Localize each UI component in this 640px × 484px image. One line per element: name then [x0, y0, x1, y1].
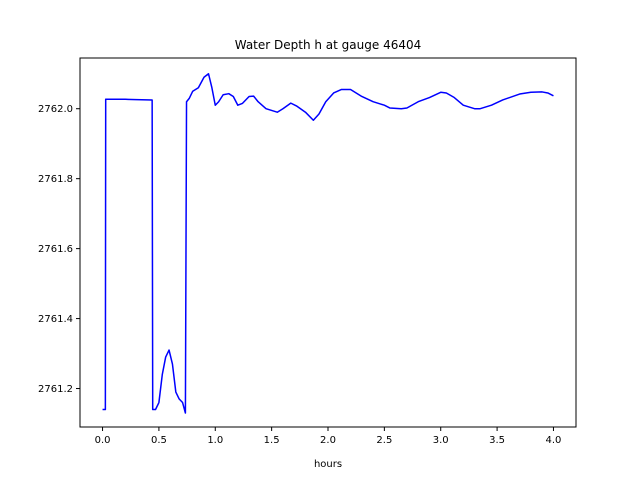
x-tick-label: 1.0 [207, 435, 223, 446]
series-line-0 [102, 72, 554, 414]
plot-area-frame [79, 57, 577, 428]
x-tick-label: 3.5 [489, 435, 505, 446]
series-layer [102, 72, 554, 414]
y-axis: 2761.2 2761.4 2761.6 2761.8 2762.0 [38, 104, 80, 395]
y-tick-label: 2762.0 [38, 104, 73, 115]
x-tick-label: 1.5 [264, 435, 280, 446]
x-tick-label: 0.5 [151, 435, 167, 446]
x-axis-label: hours [314, 459, 342, 470]
y-tick-label: 2761.4 [38, 314, 73, 325]
chart-title: Water Depth h at gauge 46404 [235, 38, 422, 52]
x-tick-label: 4.0 [546, 435, 562, 446]
x-tick-label: 0.0 [95, 435, 111, 446]
y-tick-label: 2761.8 [38, 174, 73, 185]
x-tick-label: 2.5 [376, 435, 392, 446]
y-tick-label: 2761.2 [38, 384, 73, 395]
x-tick-label: 2.0 [320, 435, 336, 446]
x-axis: 0.0 0.5 1.0 1.5 2.0 2.5 3.0 3.5 4.0 [95, 427, 562, 446]
x-tick-label: 3.0 [433, 435, 449, 446]
y-tick-label: 2761.6 [38, 244, 73, 255]
